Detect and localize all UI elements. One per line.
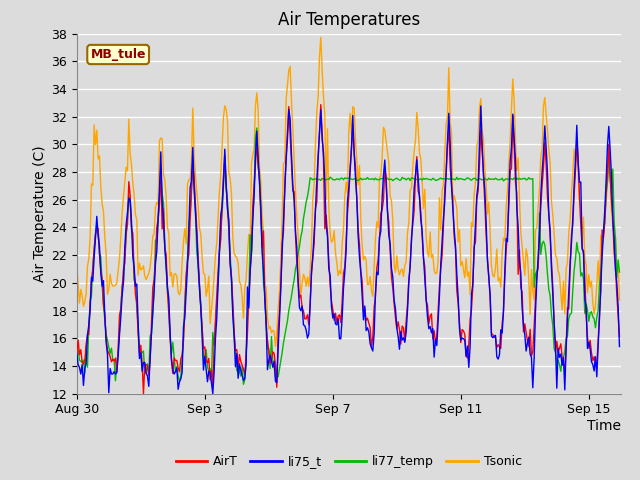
Title: Air Temperatures: Air Temperatures (278, 11, 420, 29)
Legend: AirT, li75_t, li77_temp, Tsonic: AirT, li75_t, li77_temp, Tsonic (170, 450, 527, 473)
Y-axis label: Air Temperature (C): Air Temperature (C) (33, 145, 47, 282)
Text: MB_tule: MB_tule (90, 48, 146, 61)
Text: Time: Time (587, 419, 621, 433)
